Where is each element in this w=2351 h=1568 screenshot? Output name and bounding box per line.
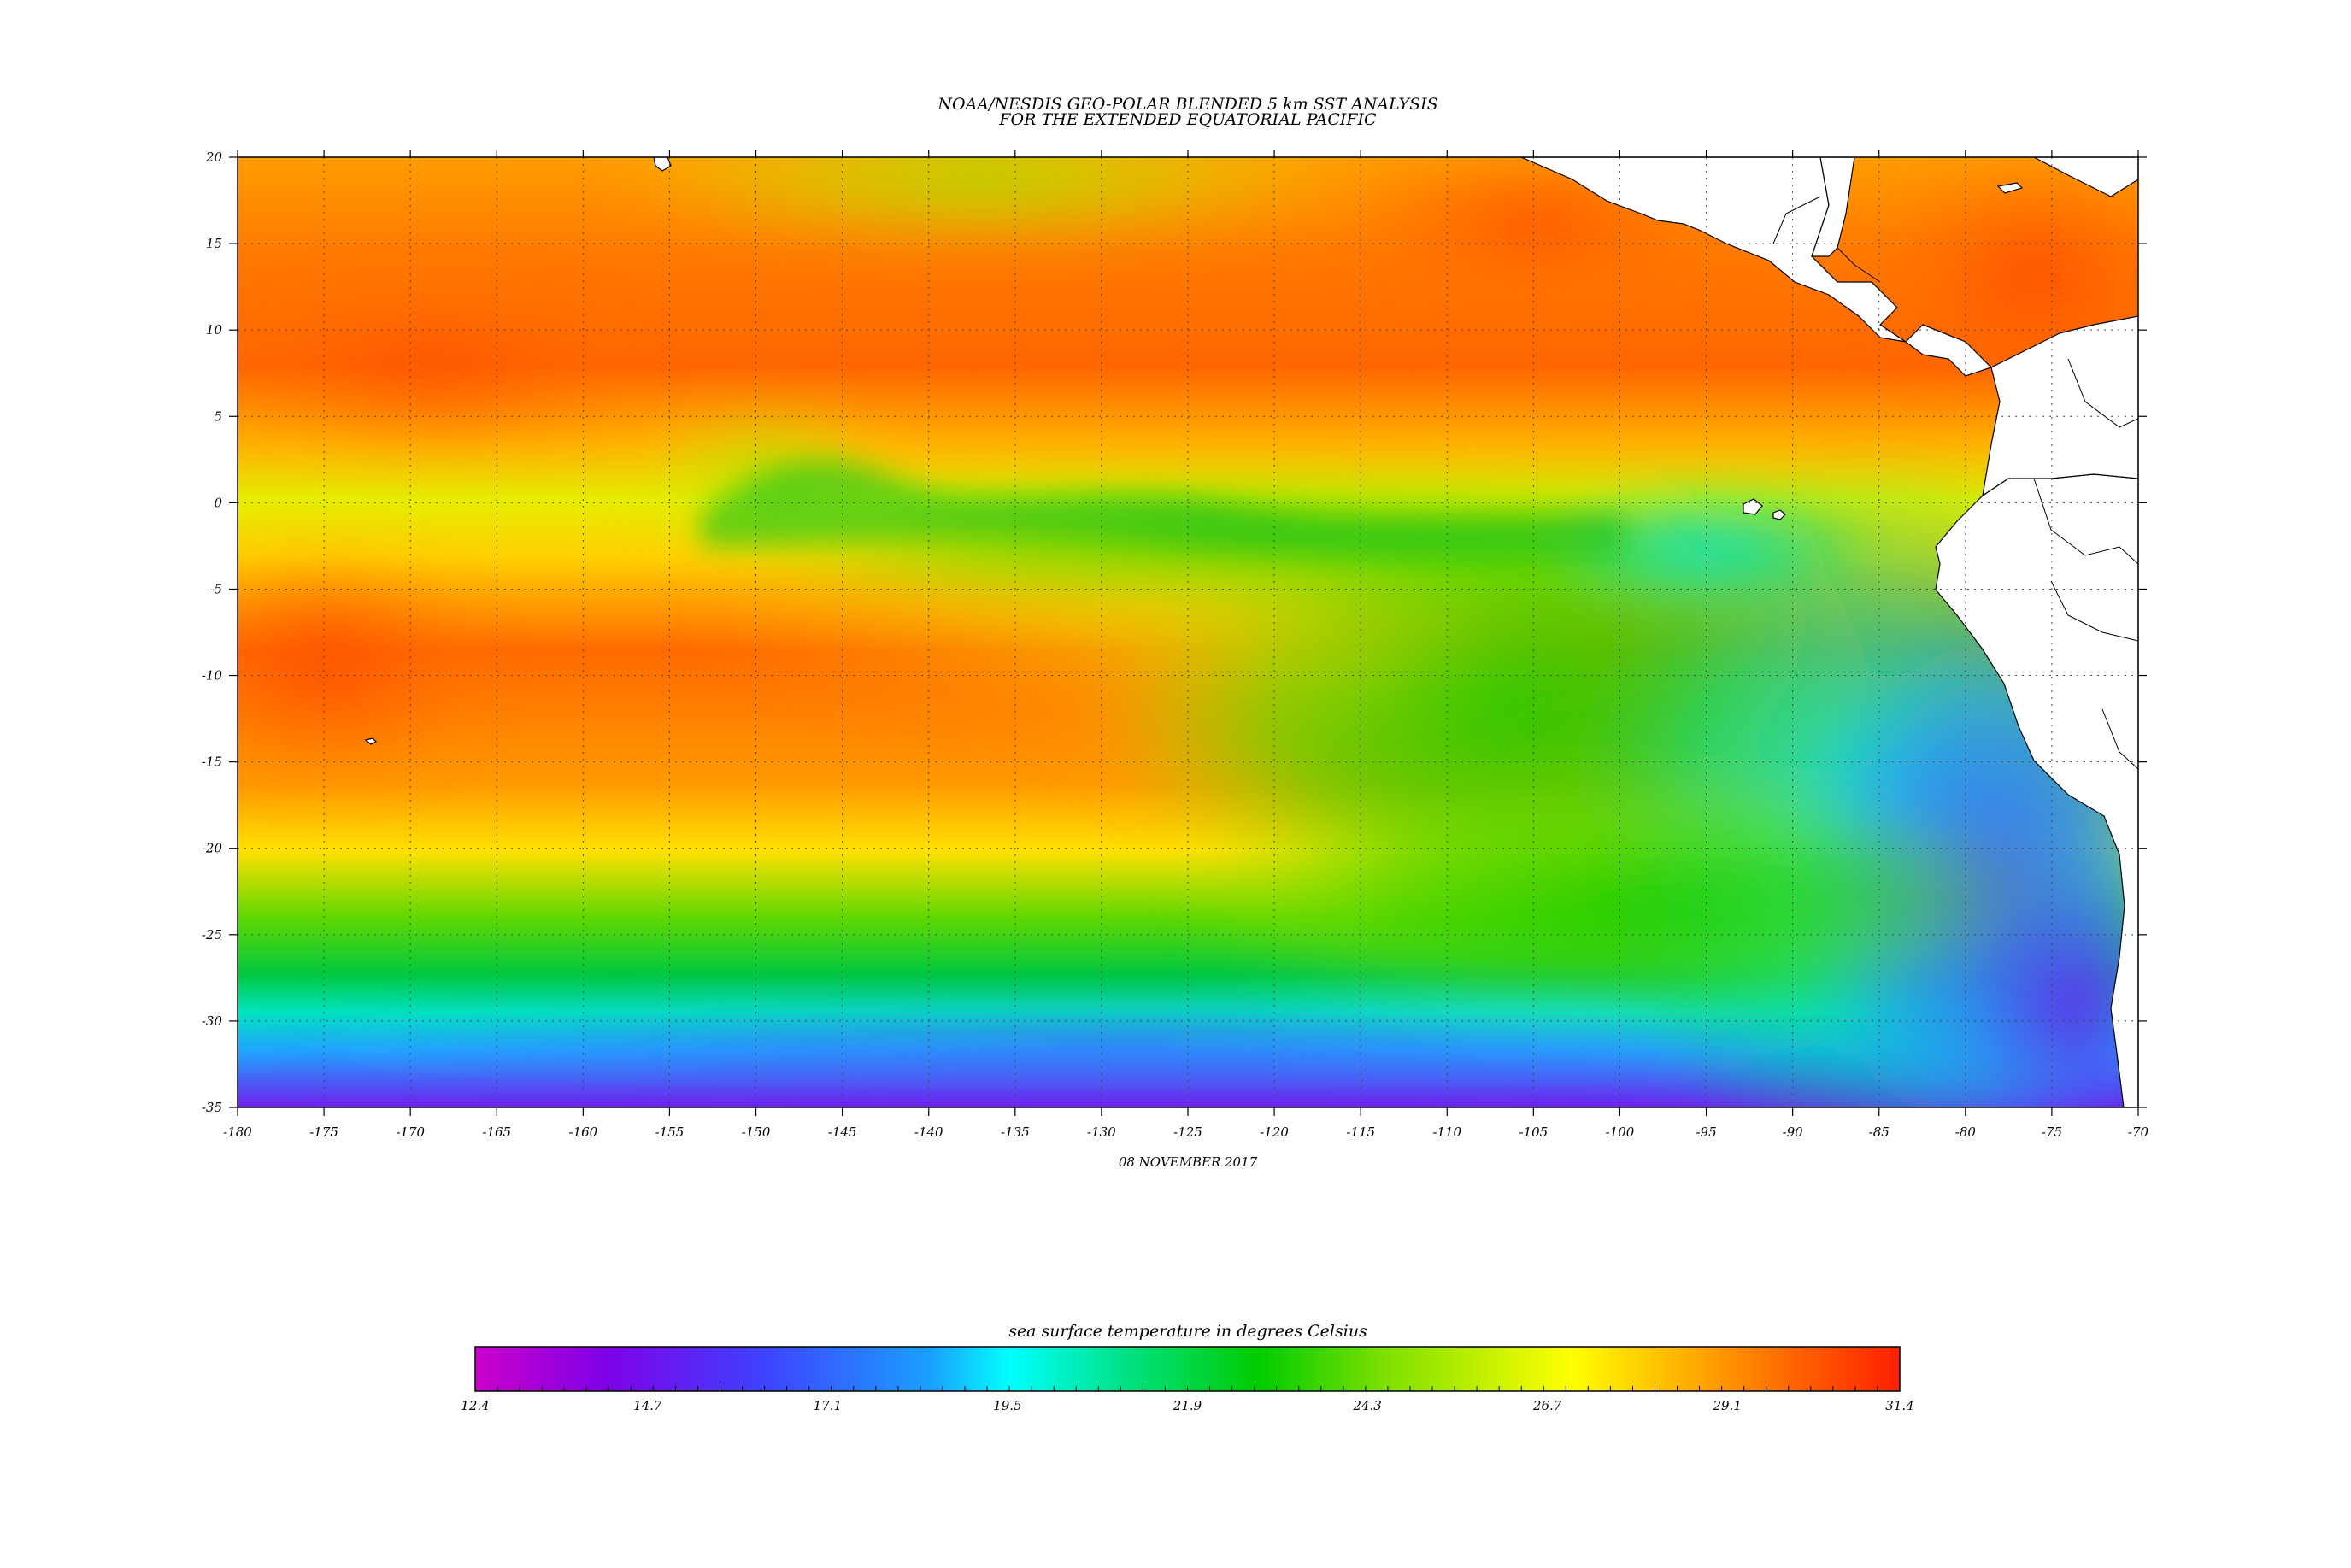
colorbar-labels: 12.4 14.7 17.1 19.5 21.9 24.3 26.7 29.1 31.4 [461, 1398, 1913, 1413]
colorbar-label: 21.9 [1173, 1398, 1202, 1413]
x-tick-label: -85 [1869, 1125, 1890, 1140]
y-tick-label: 20 [205, 150, 223, 165]
x-tick-label: -170 [396, 1125, 425, 1140]
y-tick-label: 15 [206, 236, 222, 251]
x-tick-label: -125 [1173, 1125, 1202, 1140]
x-tick-label: -175 [309, 1125, 338, 1140]
colorbar-label: 12.4 [461, 1398, 489, 1413]
y-tick-label: -5 [209, 581, 222, 596]
x-tick-label: -100 [1606, 1125, 1635, 1140]
y-tick-label: -15 [202, 755, 222, 770]
y-tick-label: 10 [206, 322, 223, 338]
map-axes: -180 -175 -170 -165 -160 -155 -150 -145 -140 -135… [202, 150, 2149, 1140]
colorbar-title: sea surface temperature in degrees Celsi… [1008, 1322, 1367, 1341]
colorbar [474, 1346, 1901, 1392]
x-tick-label: -120 [1260, 1125, 1289, 1140]
map-grid [238, 157, 2138, 1107]
x-tick-label: -135 [1001, 1125, 1030, 1140]
land [364, 157, 2138, 1107]
x-tick-label: -180 [223, 1125, 252, 1140]
x-tick-label: -145 [828, 1125, 857, 1140]
y-tick-label: -10 [202, 668, 223, 684]
x-tick-label: -150 [742, 1125, 771, 1140]
x-tick-label: -70 [2128, 1125, 2149, 1140]
x-tick-label: -140 [914, 1125, 943, 1140]
x-tick-label: -95 [1696, 1125, 1716, 1140]
colorbar-ticks [497, 1386, 1878, 1391]
title-line-2: FOR THE EXTENDED EQUATORIAL PACIFIC [998, 110, 1377, 129]
colorbar-label: 29.1 [1713, 1398, 1742, 1413]
x-tick-label: -90 [1783, 1125, 1804, 1140]
colorbar-label: 24.3 [1352, 1398, 1381, 1413]
colorbar-label: 19.5 [993, 1398, 1021, 1413]
y-tick-label: -30 [202, 1013, 223, 1029]
x-tick-label: -165 [482, 1125, 511, 1140]
x-tick-label: -155 [655, 1125, 685, 1140]
date-label: 08 NOVEMBER 2017 [1119, 1154, 1258, 1170]
x-tick-label: -160 [569, 1125, 598, 1140]
colorbar-label: 31.4 [1885, 1398, 1913, 1413]
country-borders [1772, 196, 2138, 770]
y-tick-label: 0 [214, 495, 222, 510]
x-tick-label: -115 [1346, 1125, 1375, 1140]
colorbar-label: 26.7 [1532, 1398, 1562, 1413]
x-tick-label: -110 [1432, 1125, 1461, 1140]
x-tick-label: -105 [1519, 1125, 1549, 1140]
sst-field [238, 157, 2138, 1107]
colorbar-label: 17.1 [814, 1398, 842, 1413]
y-tick-label: -20 [202, 841, 223, 856]
x-tick-label: -80 [1955, 1125, 1977, 1140]
x-tick-label: -75 [2042, 1125, 2062, 1140]
title-line-1: NOAA/NESDIS GEO-POLAR BLENDED 5 km SST A… [937, 95, 1437, 114]
y-tick-label: -35 [202, 1100, 222, 1115]
y-tick-label: 5 [214, 408, 222, 424]
y-tick-label: -25 [202, 927, 222, 943]
colorbar-label: 14.7 [633, 1398, 662, 1413]
x-tick-label: -130 [1087, 1125, 1116, 1140]
